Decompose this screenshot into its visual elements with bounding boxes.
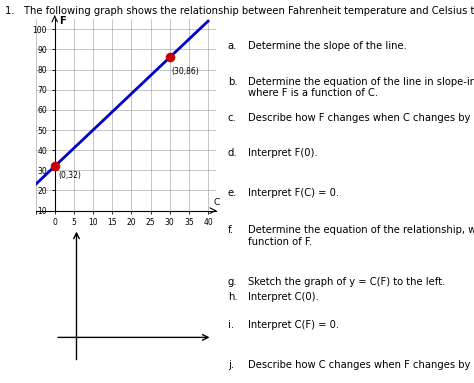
Point [166,54,173,61]
Text: (0,32): (0,32) [59,172,82,180]
Text: Determine the equation of the line in slope-intercept form,
where F is a functio: Determine the equation of the line in sl… [248,77,474,98]
Text: j.: j. [228,360,234,370]
Text: g.: g. [228,277,237,287]
Text: Interpret F(0).: Interpret F(0). [248,149,318,159]
Text: Interpret C(0).: Interpret C(0). [248,292,319,302]
Text: e.: e. [228,188,237,198]
Text: b.: b. [228,77,237,87]
Text: F: F [59,16,66,26]
Text: (30,86): (30,86) [172,67,200,75]
Text: d.: d. [228,149,237,159]
Text: h.: h. [228,292,237,302]
Text: f.: f. [228,226,234,236]
Text: Determine the slope of the line.: Determine the slope of the line. [248,41,407,51]
Text: Interpret F(C) = 0.: Interpret F(C) = 0. [248,188,339,198]
Text: 1.   The following graph shows the relationship between Fahrenheit temperature a: 1. The following graph shows the relatio… [5,6,474,16]
Text: Sketch the graph of y = C(F) to the left.: Sketch the graph of y = C(F) to the left… [248,277,445,287]
Text: Describe how F changes when C changes by 1 unit.: Describe how F changes when C changes by… [248,113,474,123]
Text: a.: a. [228,41,237,51]
Text: Interpret C(F) = 0.: Interpret C(F) = 0. [248,320,339,330]
Text: c.: c. [228,113,237,123]
Text: Describe how C changes when F changes by 1 unit.: Describe how C changes when F changes by… [248,360,474,370]
Text: C: C [214,198,220,206]
Text: Determine the equation of the relationship, where C is a
function of F.: Determine the equation of the relationsh… [248,226,474,247]
Text: i.: i. [228,320,234,330]
Point [51,163,58,169]
